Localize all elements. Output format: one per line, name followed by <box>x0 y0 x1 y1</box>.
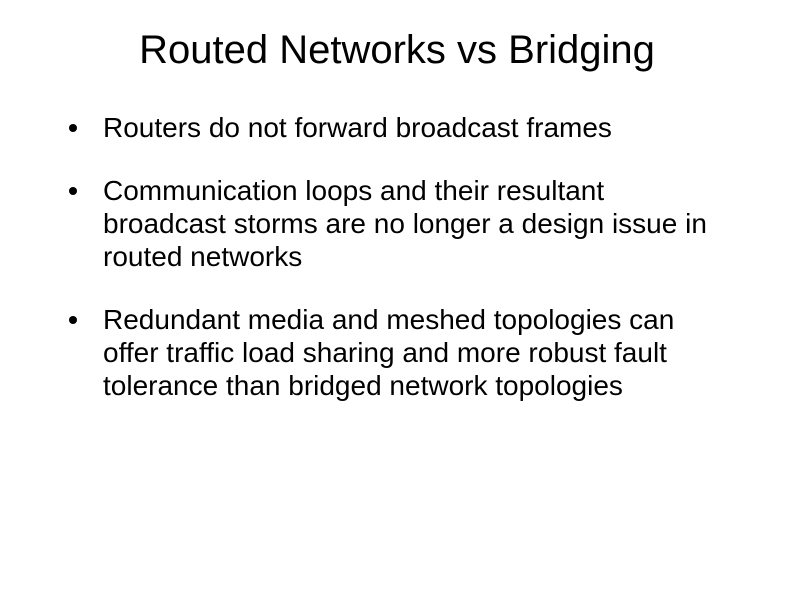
list-item: Redundant media and meshed topologies ca… <box>65 303 734 402</box>
bullet-list: Routers do not forward broadcast frames … <box>55 111 739 402</box>
slide: Routed Networks vs Bridging Routers do n… <box>0 0 794 595</box>
list-item: Routers do not forward broadcast frames <box>65 111 734 144</box>
list-item: Communication loops and their resultant … <box>65 174 734 273</box>
slide-title: Routed Networks vs Bridging <box>55 28 739 73</box>
